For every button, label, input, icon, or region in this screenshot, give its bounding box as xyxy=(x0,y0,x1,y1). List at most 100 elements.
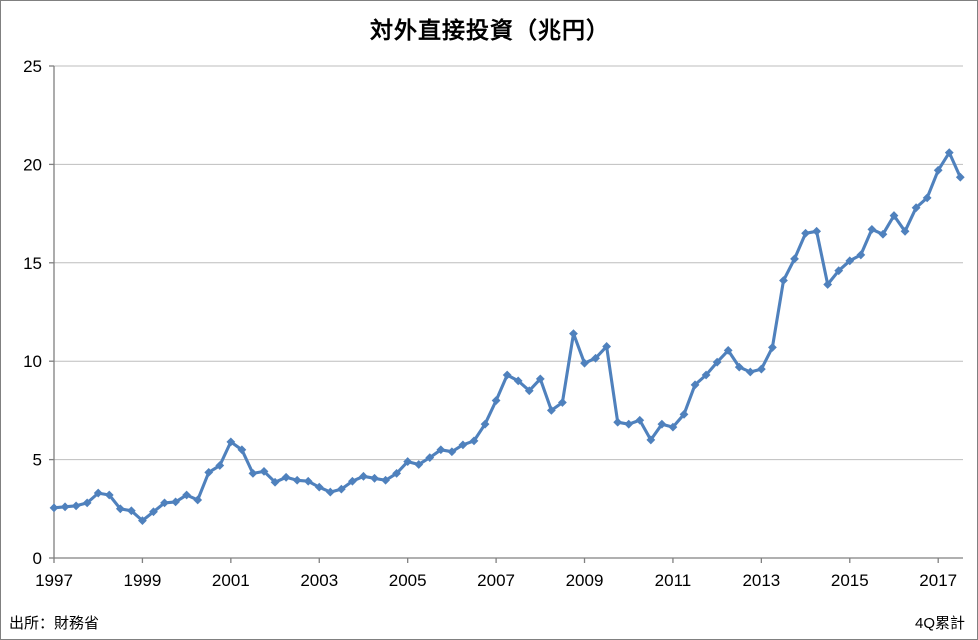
data-point xyxy=(71,501,81,511)
data-point xyxy=(93,488,103,498)
data-point xyxy=(292,475,302,485)
data-point xyxy=(944,148,954,157)
x-axis-labels: 1997 1999 2001 2003 2005 2007 2009 2011 2013 2015… xyxy=(35,558,957,590)
data-point xyxy=(745,367,755,377)
x-tick-label: 2001 xyxy=(212,571,250,590)
data-point xyxy=(115,504,125,514)
data-point xyxy=(613,417,623,427)
x-tick-label: 2007 xyxy=(477,571,515,590)
y-tick-label: 0 xyxy=(33,549,42,568)
data-point xyxy=(82,498,92,508)
y-tick-label: 20 xyxy=(23,155,42,174)
data-point xyxy=(359,471,368,481)
data-point xyxy=(535,374,545,384)
data-point xyxy=(845,256,855,266)
data-point xyxy=(458,440,468,450)
data-point xyxy=(911,203,921,213)
data-point xyxy=(259,467,269,476)
x-tick-label: 2015 xyxy=(831,571,869,590)
data-point xyxy=(624,419,634,429)
y-tick-label: 10 xyxy=(23,352,42,371)
data-point xyxy=(834,266,844,276)
data-point xyxy=(270,477,280,487)
data-point xyxy=(314,482,324,492)
data-point xyxy=(403,457,413,466)
data-point xyxy=(812,226,822,236)
data-point xyxy=(104,490,114,500)
y-tick-label: 5 xyxy=(33,451,42,470)
data-point xyxy=(215,461,225,470)
data-point xyxy=(248,468,258,478)
data-point xyxy=(867,224,877,234)
data-point xyxy=(690,380,700,390)
y-tick-label: 25 xyxy=(23,57,42,76)
data-point xyxy=(679,409,689,419)
data-point xyxy=(701,370,711,380)
aggregation-note: 4Q累計 xyxy=(914,615,965,632)
x-tick-label: 2013 xyxy=(742,571,780,590)
x-tick-label: 2003 xyxy=(300,571,338,590)
data-point xyxy=(922,193,932,203)
chart-title: 対外直接投資（兆円） xyxy=(370,17,610,43)
data-point xyxy=(60,502,70,512)
data-point xyxy=(856,250,866,260)
data-point xyxy=(226,437,236,447)
data-point xyxy=(171,497,180,507)
data-point xyxy=(756,364,766,374)
data-point xyxy=(491,396,501,405)
data-point xyxy=(790,254,799,264)
data-point xyxy=(325,487,335,497)
data-point xyxy=(348,476,357,486)
data-point xyxy=(469,436,479,446)
data-point xyxy=(558,398,567,407)
data-point xyxy=(657,419,667,429)
data-point xyxy=(370,473,379,483)
data-point xyxy=(204,467,214,477)
data-point xyxy=(524,386,534,396)
data-point xyxy=(513,376,523,386)
data-point xyxy=(392,468,402,478)
data-point xyxy=(723,345,733,355)
data-point xyxy=(823,280,833,289)
data-point xyxy=(160,498,169,508)
data-point xyxy=(281,472,291,482)
data-point xyxy=(933,165,943,175)
data-point xyxy=(237,445,247,455)
data-point xyxy=(546,406,556,415)
x-tick-label: 2017 xyxy=(919,571,957,590)
data-point xyxy=(149,507,158,517)
data-point xyxy=(193,495,203,505)
data-point xyxy=(900,226,910,236)
y-tick-label: 15 xyxy=(23,254,42,273)
data-point xyxy=(502,370,512,380)
data-point xyxy=(138,516,147,526)
data-point xyxy=(734,362,744,372)
data-line xyxy=(52,151,962,523)
data-point xyxy=(580,358,589,368)
x-tick-label: 1997 xyxy=(35,571,73,590)
data-point xyxy=(436,445,446,455)
x-tick-label: 1999 xyxy=(124,571,162,590)
data-point xyxy=(381,475,390,485)
data-point xyxy=(480,419,490,429)
data-point xyxy=(569,329,578,339)
data-point xyxy=(425,453,435,463)
data-point xyxy=(801,228,810,238)
axes xyxy=(53,66,963,559)
data-point xyxy=(591,353,600,363)
data-point xyxy=(49,503,59,513)
data-point xyxy=(635,415,645,425)
data-point xyxy=(126,506,136,516)
y-axis-labels: 0 5 10 15 20 25 xyxy=(23,57,54,568)
data-point xyxy=(303,476,313,486)
data-point xyxy=(712,357,722,367)
gridlines xyxy=(54,65,963,461)
x-tick-label: 2009 xyxy=(566,571,604,590)
data-point xyxy=(602,342,612,351)
data-point xyxy=(668,422,678,432)
x-tick-label: 2011 xyxy=(655,571,692,590)
data-point xyxy=(955,172,965,182)
data-point xyxy=(779,276,788,285)
data-point xyxy=(414,460,424,469)
